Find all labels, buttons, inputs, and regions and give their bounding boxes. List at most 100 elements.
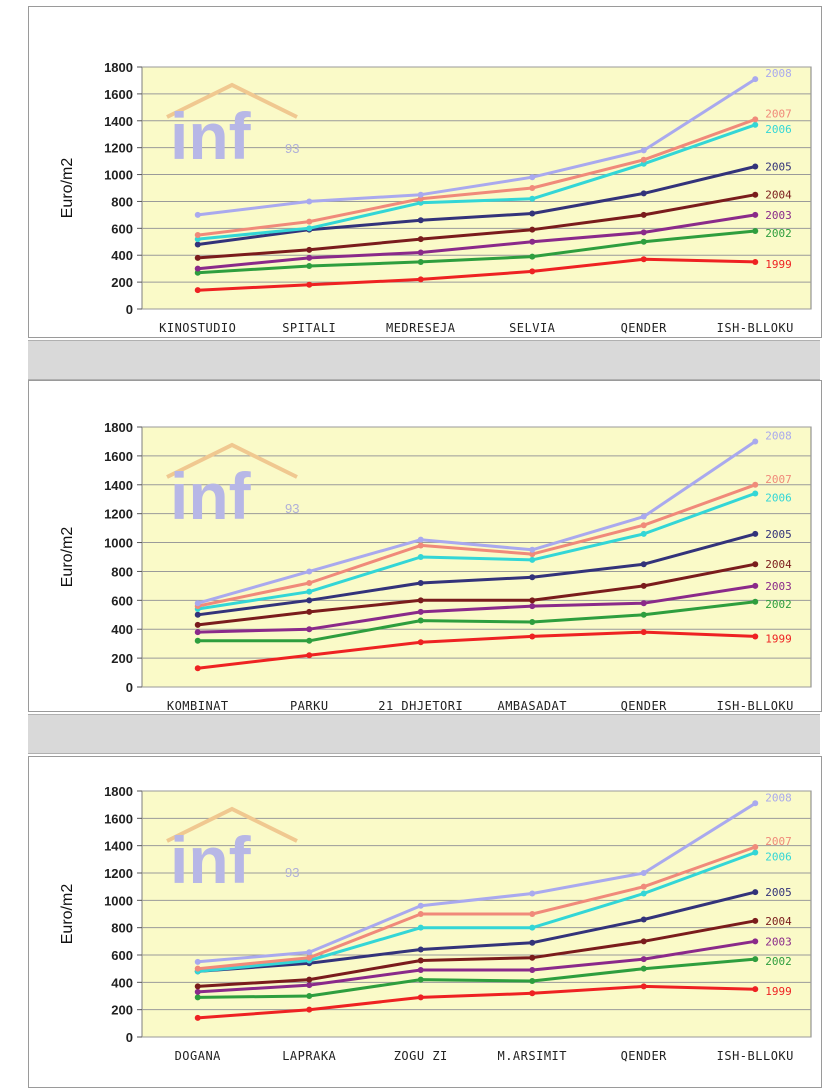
data-point-2003 (306, 982, 313, 989)
y-tick-label: 200 (111, 275, 133, 290)
data-point-2003 (752, 938, 759, 945)
data-point-2007 (417, 911, 424, 917)
series-label-2007: 2007 (765, 835, 792, 848)
data-point-2007 (640, 156, 647, 163)
series-label-2006: 2006 (765, 491, 792, 504)
data-point-2004 (529, 226, 536, 233)
data-point-2002 (306, 993, 313, 999)
data-point-2005 (194, 241, 201, 248)
x-tick-label: KINOSTUDIO (159, 321, 236, 335)
series-label-2006: 2006 (765, 851, 792, 864)
logo-subtext: 93 (285, 501, 299, 516)
x-tick-label: ISH-BLLOKU (717, 321, 794, 335)
y-tick-label: 0 (126, 302, 133, 317)
series-label-2008: 2008 (765, 429, 792, 442)
data-point-2005 (752, 889, 759, 896)
data-point-2003 (640, 956, 647, 963)
y-tick-label: 0 (126, 1030, 133, 1045)
data-point-1999 (417, 994, 424, 1001)
chart-panel-2: 0 200 400 600 800 1000 1200 1400 1600 1800 inf 93 KO… (28, 380, 822, 712)
data-point-2008 (640, 147, 647, 154)
logo-roof-icon (166, 806, 298, 843)
series-line-2006 (197, 851, 756, 973)
data-point-2002 (752, 228, 759, 235)
data-point-2002 (306, 262, 313, 269)
x-tick-label: AMBASADAT (497, 699, 567, 711)
data-point-2005 (529, 574, 536, 581)
data-point-1999 (306, 1006, 313, 1013)
data-point-2005 (640, 190, 647, 197)
series-line-2003 (197, 939, 756, 994)
data-point-1999 (529, 633, 536, 640)
data-point-2004 (306, 976, 313, 983)
data-point-1999 (194, 665, 201, 672)
logo-roof-icon (166, 442, 298, 479)
logo-text: inf (170, 823, 252, 897)
data-point-2004 (752, 561, 759, 568)
data-point-2008 (306, 949, 313, 956)
data-point-2006 (752, 490, 759, 497)
series-line-1999 (197, 630, 756, 670)
data-point-2007 (306, 954, 313, 961)
x-tick-label: KOMBINAT (167, 699, 229, 711)
series-label-2002: 2002 (765, 955, 792, 968)
data-point-1999 (306, 281, 313, 288)
data-point-2002 (640, 238, 647, 245)
series-line-2006 (197, 123, 756, 241)
data-point-1999 (640, 629, 647, 636)
data-point-1999 (529, 990, 536, 997)
data-point-2005 (640, 561, 647, 568)
series-label-2005: 2005 (765, 886, 792, 899)
data-point-2008 (640, 870, 647, 876)
data-point-2004 (417, 957, 424, 964)
y-tick-label: 1600 (104, 449, 133, 464)
x-tick-label: ISH-BLLOKU (717, 699, 794, 711)
y-tick-label: 1800 (104, 420, 133, 435)
chart-1: 0 200 400 600 800 1000 1200 1400 1600 1800 inf 93 KI… (59, 60, 812, 335)
data-point-2005 (529, 210, 536, 217)
series-label-2002: 2002 (765, 598, 792, 611)
series-label-1999: 1999 (765, 985, 792, 998)
data-point-2006 (417, 924, 424, 931)
series-line-2002 (197, 229, 756, 275)
data-point-2002 (640, 611, 647, 618)
data-point-2004 (529, 954, 536, 961)
x-tick-label: PARKU (290, 699, 329, 711)
series-line-2007 (197, 117, 756, 237)
series-label-2003: 2003 (765, 580, 792, 593)
data-point-2006 (529, 924, 536, 931)
data-point-2003 (306, 254, 313, 261)
data-point-1999 (529, 268, 536, 275)
logo-text: inf (170, 99, 252, 173)
series-line-2004 (197, 562, 756, 627)
data-point-2006 (529, 195, 536, 202)
series-label-2007: 2007 (765, 473, 792, 486)
data-point-2006 (640, 890, 647, 897)
data-point-2005 (306, 597, 313, 604)
data-point-1999 (640, 256, 647, 263)
series-line-2005 (197, 165, 756, 246)
data-point-2007 (640, 522, 647, 529)
series-line-2004 (197, 919, 756, 988)
series-label-1999: 1999 (765, 632, 792, 645)
series-line-2004 (197, 193, 756, 260)
y-tick-label: 800 (111, 194, 133, 209)
x-tick-label: ZOGU ZI (394, 1049, 448, 1063)
data-point-2008 (306, 568, 313, 575)
data-point-2002 (752, 598, 759, 605)
data-point-2003 (640, 229, 647, 236)
data-point-2006 (529, 556, 536, 563)
data-point-2003 (529, 238, 536, 245)
y-axis-label: Euro/m2 (59, 884, 76, 945)
y-tick-label: 600 (111, 221, 133, 236)
data-point-2003 (752, 582, 759, 589)
data-point-2008 (306, 198, 313, 205)
data-point-2008 (194, 211, 201, 218)
series-line-2008 (197, 440, 757, 605)
x-tick-label: M.ARSIMIT (497, 1049, 567, 1063)
data-point-2006 (640, 530, 647, 537)
series-line-2002 (197, 600, 756, 643)
data-point-2007 (417, 542, 424, 549)
series-label-2002: 2002 (765, 227, 792, 240)
logo-text: inf (170, 459, 252, 533)
